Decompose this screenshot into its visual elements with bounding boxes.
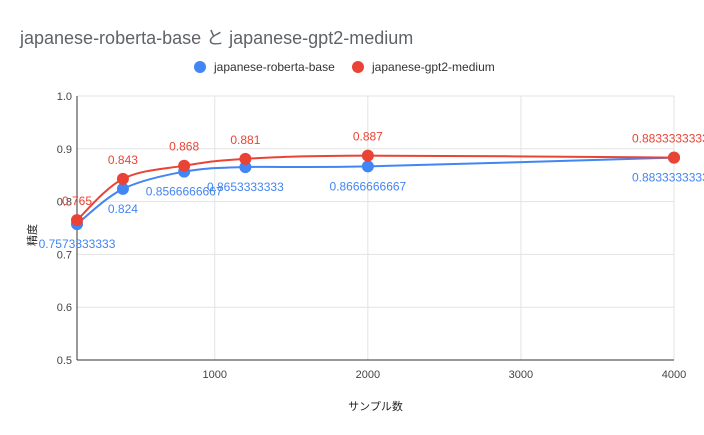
y-tick-label: 1.0 [57,91,72,103]
y-tick-label: 0.6 [57,302,72,314]
data-label: 0.881 [230,133,260,147]
data-point [361,149,374,162]
x-tick-label: 3000 [509,369,533,381]
x-tick-label: 1000 [203,369,227,381]
y-tick-label: 0.9 [57,144,72,156]
chart-title: japanese-roberta-base と japanese-gpt2-me… [20,28,414,48]
data-label: 0.8666666667 [329,179,406,193]
data-point [71,214,83,227]
data-point [668,151,680,164]
y-tick-label: 0.5 [57,355,72,367]
legend-marker [194,61,206,73]
legend-label: japanese-roberta-base [213,60,335,74]
data-label: 0.868 [169,140,199,154]
legend-marker [352,61,364,73]
data-label: 0.824 [108,202,138,216]
y-axis-title: 精度 [25,224,39,246]
data-point [239,161,252,174]
data-point [116,182,129,195]
data-label: 0.843 [108,153,138,167]
data-point [239,152,252,165]
x-tick-label: 2000 [356,369,380,381]
data-point [361,160,374,173]
x-tick-label: 4000 [662,369,686,381]
x-axis-title: サンプル数 [348,400,403,413]
data-label: 0.887 [353,130,383,144]
data-point [116,172,129,185]
data-label: 0.8566666667 [146,185,223,199]
y-tick-label: 0.8 [57,197,72,209]
legend-label: japanese-gpt2-medium [371,60,495,74]
data-label: 0.7573333333 [39,237,116,251]
data-label: 0.8833333333 [632,132,704,146]
y-tick-label: 0.7 [57,249,72,261]
data-label: 0.765 [62,194,92,208]
data-point [178,159,191,172]
data-label: 0.8833333333 [632,171,704,185]
data-label: 0.8653333333 [207,180,284,194]
